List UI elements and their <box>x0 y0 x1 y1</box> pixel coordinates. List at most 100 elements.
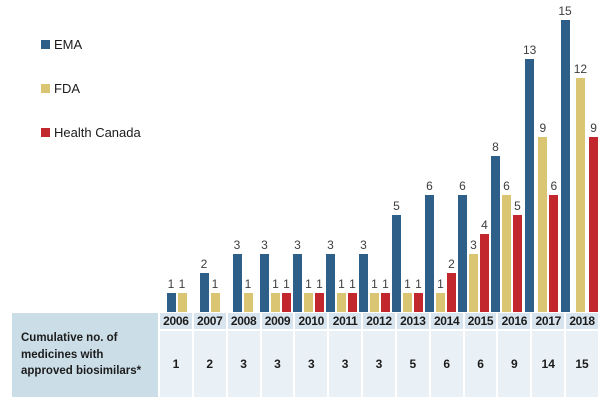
bar-wrap-health-canada-2012: 1 <box>381 278 390 312</box>
bar-fda-2018 <box>575 78 585 312</box>
bar-health-canada-2013 <box>414 292 423 312</box>
bar-fda-2006 <box>177 292 187 312</box>
bar-fda-2013 <box>403 292 412 312</box>
bar-wrap-fda-2018: 12 <box>574 63 587 312</box>
bar-ema-2017 <box>525 58 535 312</box>
bar-value-label-ema-2007: 2 <box>200 257 208 271</box>
bar-value-label-fda-2008: 1 <box>244 276 252 291</box>
year-header-2017: 2017 <box>532 313 565 329</box>
bar-wrap-fda-2007: 1 <box>210 276 220 312</box>
bar-wrap-fda-2008: 1 <box>243 276 253 312</box>
bar-wrap-ema-2011: 3 <box>326 239 335 312</box>
bar-fda-2007 <box>210 292 220 312</box>
bar-value-label-fda-2011: 1 <box>338 276 345 291</box>
year-header-2007: 2007 <box>193 313 226 329</box>
cumulative-row-label: Cumulative no. of medicines with approve… <box>12 313 158 397</box>
bar-wrap-ema-2008: 3 <box>232 239 242 312</box>
bar-fda-2010 <box>304 292 313 312</box>
bar-value-label-ema-2010: 3 <box>294 237 301 252</box>
year-header-2013: 2013 <box>396 313 429 329</box>
bar-fda-2012 <box>370 292 379 312</box>
cumulative-value-2008: 3 <box>227 331 260 397</box>
bar-ema-2014 <box>425 195 434 312</box>
bar-wrap-ema-2014: 6 <box>425 180 434 312</box>
bar-wrap-health-canada-2017: 6 <box>549 179 559 312</box>
legend-swatch-fda-icon <box>41 84 50 93</box>
bar-fda-2015 <box>469 253 478 312</box>
bar-value-label-ema-2018: 15 <box>558 3 572 18</box>
bar-wrap-health-canada-2010: 1 <box>315 278 324 312</box>
bar-wrap-health-canada-2011: 1 <box>348 278 357 312</box>
bar-wrap-ema-2009: 3 <box>260 237 269 312</box>
year-header-2012: 2012 <box>363 313 395 329</box>
bar-wrap-health-canada-2013: 1 <box>414 276 423 312</box>
legend-swatch-health-canada-icon <box>41 128 50 137</box>
bar-group-2018: 15 12 9 <box>558 0 599 312</box>
cumulative-value-2010: 3 <box>295 331 328 397</box>
bar-wrap-fda-2009: 1 <box>271 278 280 312</box>
bar-value-label-fda-2012: 1 <box>371 276 378 291</box>
cumulative-value-2009: 3 <box>261 331 294 397</box>
legend-swatch-ema-icon <box>41 40 50 49</box>
legend-label-health-canada: Health Canada <box>54 125 141 140</box>
year-header-2006: 2006 <box>160 313 192 329</box>
bar-value-label-fda-2017: 9 <box>539 120 547 135</box>
bar-health-canada-2016 <box>513 214 522 312</box>
bar-group-2017: 13 9 6 <box>523 0 559 312</box>
year-header-2016: 2016 <box>498 313 531 329</box>
bar-chart: 1 1 2 1 3 1 3 1 1 3 1 1 3 1 1 3 1 1 5 1 1 6 1 2 6 3 4 8 6 5 13 9 6 15 12 9 <box>160 0 599 312</box>
cumulative-value-2013: 5 <box>396 331 429 397</box>
bar-wrap-ema-2013: 5 <box>392 198 401 312</box>
bar-health-canada-2011 <box>348 292 357 312</box>
bar-ema-2011 <box>326 253 335 312</box>
bar-ema-2010 <box>293 253 302 312</box>
bar-value-label-health-canada-2015: 4 <box>481 218 488 232</box>
bar-value-label-fda-2013: 1 <box>404 276 411 291</box>
bar-wrap-ema-2010: 3 <box>293 237 302 312</box>
cumulative-value-2016: 9 <box>498 331 531 397</box>
bar-wrap-ema-2006: 1 <box>166 278 176 312</box>
year-header-2009: 2009 <box>261 313 294 329</box>
bar-value-label-ema-2017: 13 <box>523 42 537 57</box>
bar-ema-2016 <box>491 156 500 312</box>
year-header-2010: 2010 <box>295 313 328 329</box>
bar-fda-2011 <box>337 292 346 312</box>
legend-item-ema: EMA <box>41 37 141 52</box>
chart-legend: EMA FDA Health Canada <box>41 37 141 169</box>
bar-ema-2012 <box>359 253 368 312</box>
bar-wrap-fda-2017: 9 <box>538 120 548 312</box>
bar-health-canada-2018 <box>589 136 599 312</box>
bar-wrap-ema-2017: 13 <box>523 42 537 312</box>
bar-value-label-health-canada-2013: 1 <box>415 276 422 291</box>
cumulative-value-2015: 6 <box>464 331 497 397</box>
bar-wrap-fda-2010: 1 <box>304 278 313 312</box>
bar-fda-2014 <box>436 292 445 312</box>
cumulative-value-2006: 1 <box>160 331 192 397</box>
bar-wrap-fda-2012: 1 <box>370 276 379 312</box>
bar-wrap-health-canada-2009: 1 <box>282 278 291 312</box>
bar-value-label-ema-2009: 3 <box>261 237 268 252</box>
bar-health-canada-2010 <box>315 292 324 312</box>
bar-wrap-fda-2011: 1 <box>337 276 346 312</box>
bar-wrap-fda-2006: 1 <box>177 276 187 312</box>
bar-wrap-ema-2015: 6 <box>458 180 467 312</box>
bar-value-label-ema-2013: 5 <box>393 198 400 213</box>
bar-wrap-fda-2013: 1 <box>403 276 412 312</box>
bar-health-canada-2009 <box>282 292 291 312</box>
bar-value-label-fda-2007: 1 <box>211 276 219 291</box>
bar-fda-2016 <box>502 195 511 312</box>
bar-value-label-ema-2016: 8 <box>492 140 499 154</box>
bar-wrap-fda-2015: 3 <box>469 239 478 312</box>
bar-value-label-health-canada-2018: 9 <box>590 120 597 135</box>
bar-wrap-health-canada-2018: 9 <box>589 120 599 312</box>
bar-value-label-health-canada-2017: 6 <box>550 179 558 193</box>
bar-value-label-fda-2006: 1 <box>178 276 186 291</box>
